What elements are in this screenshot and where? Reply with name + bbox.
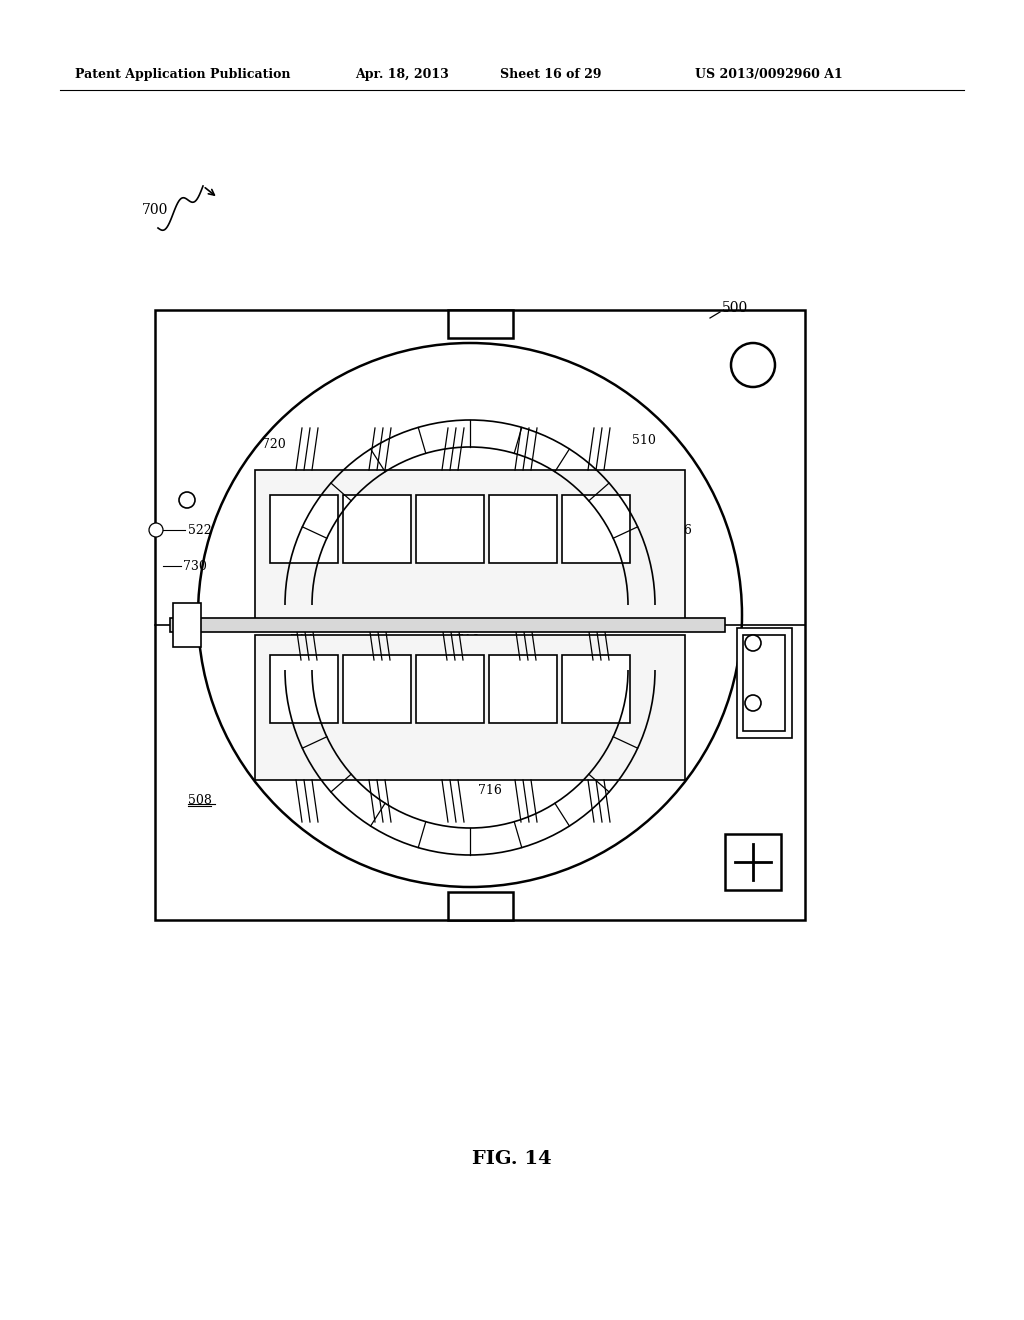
- Text: 710: 710: [456, 634, 480, 647]
- Bar: [562, 655, 630, 723]
- Text: 712: 712: [490, 533, 514, 546]
- Bar: [489, 655, 557, 723]
- Bar: [173, 603, 201, 647]
- Bar: [743, 635, 785, 731]
- Text: 508: 508: [188, 793, 212, 807]
- Circle shape: [179, 492, 195, 508]
- Bar: [737, 628, 792, 738]
- Text: 716: 716: [478, 784, 502, 796]
- Text: 510: 510: [632, 433, 656, 446]
- Text: 506: 506: [668, 524, 692, 536]
- Text: 720: 720: [262, 438, 286, 451]
- Text: 718: 718: [560, 533, 584, 546]
- Text: 700: 700: [142, 203, 168, 216]
- Text: 504: 504: [660, 611, 684, 624]
- Bar: [447, 310, 512, 338]
- Circle shape: [745, 696, 761, 711]
- Bar: [489, 495, 557, 564]
- Text: Sheet 16 of 29: Sheet 16 of 29: [500, 69, 601, 81]
- Bar: [270, 495, 338, 564]
- Text: 714: 714: [290, 634, 314, 647]
- Circle shape: [745, 635, 761, 651]
- Bar: [343, 495, 411, 564]
- Text: 520: 520: [742, 634, 766, 647]
- Bar: [416, 655, 484, 723]
- Text: Patent Application Publication: Patent Application Publication: [75, 69, 291, 81]
- Bar: [155, 310, 805, 920]
- Bar: [416, 495, 484, 564]
- Bar: [170, 618, 725, 632]
- Bar: [255, 635, 685, 780]
- Text: FIG. 14: FIG. 14: [472, 1150, 552, 1168]
- Bar: [255, 470, 685, 624]
- Bar: [447, 892, 512, 920]
- Text: 500: 500: [722, 301, 749, 315]
- Circle shape: [198, 343, 742, 887]
- Text: 730: 730: [183, 560, 207, 573]
- Circle shape: [731, 343, 775, 387]
- Circle shape: [150, 523, 163, 537]
- Text: US 2013/0092960 A1: US 2013/0092960 A1: [695, 69, 843, 81]
- Text: 522: 522: [188, 524, 212, 536]
- Bar: [270, 655, 338, 723]
- Bar: [562, 495, 630, 564]
- Bar: [343, 655, 411, 723]
- Text: Apr. 18, 2013: Apr. 18, 2013: [355, 69, 449, 81]
- Bar: [725, 834, 781, 890]
